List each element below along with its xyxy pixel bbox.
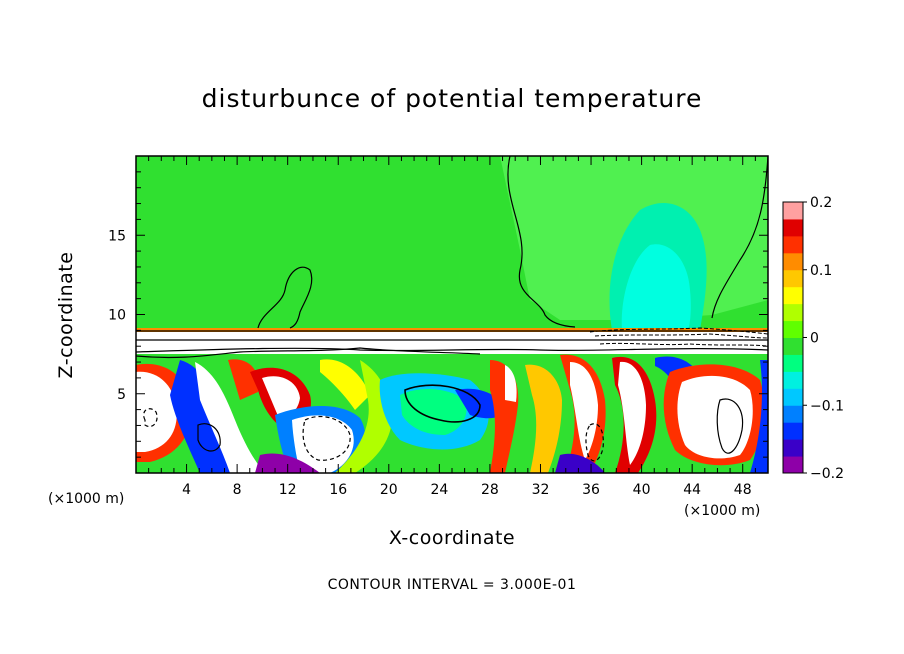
x-tick-label: 8 (233, 482, 242, 498)
colorbar-swatch (783, 388, 803, 406)
x-tick-label: 40 (633, 482, 651, 498)
y-tick-label: 10 (108, 308, 126, 324)
y-axis-ticks: 5 10 15 (108, 171, 768, 458)
colorbar-swatch (783, 456, 803, 474)
colorbar (783, 202, 803, 474)
colorbar-swatch (783, 252, 803, 271)
colorbar-swatch (783, 405, 803, 423)
x-tick-label: 44 (683, 482, 701, 498)
colorbar-tick-label: −0.1 (810, 398, 844, 414)
x-tick-label: 20 (380, 482, 398, 498)
contour-dashed-inversion (589, 327, 768, 347)
field-band-inversion-top (136, 328, 768, 332)
colorbar-swatch (783, 320, 803, 338)
contour-interval-note: CONTOUR INTERVAL = 3.000E-01 (327, 577, 577, 593)
colorbar-tick-label: 0 (810, 331, 819, 347)
colorbar-swatch (783, 286, 803, 305)
x-tick-label: 28 (481, 482, 499, 498)
y-tick-label: 5 (117, 387, 126, 403)
colorbar-swatch (783, 439, 803, 457)
colorbar-swatch (783, 371, 803, 389)
x-unit-label-left: (×1000 m) (48, 491, 125, 507)
contour-lines (136, 156, 768, 462)
x-unit-label-right: (×1000 m) (684, 503, 761, 519)
x-axis-ticks: 4 8 12 16 20 24 28 32 36 40 44 48 (148, 156, 756, 498)
colorbar-tick-label: 0.1 (810, 263, 832, 279)
x-axis-label: X-coordinate (388, 527, 516, 549)
x-tick-label: 24 (430, 482, 448, 498)
plot-area: 0.60 (136, 156, 768, 473)
colorbar-tick-label: −0.2 (810, 466, 844, 482)
x-tick-label: 12 (279, 482, 297, 498)
colorbar-swatch (783, 269, 803, 288)
colorbar-swatch (783, 218, 803, 237)
colorbar-swatch (783, 337, 803, 355)
chart-title: disturbunce of potential temperature (201, 84, 703, 113)
y-axis-label: Z-coordinate (55, 251, 77, 379)
x-tick-label: 16 (329, 482, 347, 498)
field-eddies (136, 354, 768, 473)
x-tick-label: 48 (734, 482, 752, 498)
y-tick-label: 15 (108, 228, 126, 244)
field-region-cold-plume-core (621, 244, 691, 330)
colorbar-tick-label: 0.2 (810, 195, 832, 211)
colorbar-ticks: 0.2 0.1 0 −0.1 −0.2 (803, 195, 844, 482)
colorbar-swatch (783, 235, 803, 254)
x-tick-label: 4 (182, 482, 191, 498)
colorbar-swatch (783, 303, 803, 322)
colorbar-swatch (783, 202, 803, 220)
colorbar-swatch (783, 354, 803, 372)
colorbar-swatch (783, 422, 803, 440)
x-tick-label: 36 (582, 482, 600, 498)
x-tick-label: 32 (532, 482, 550, 498)
